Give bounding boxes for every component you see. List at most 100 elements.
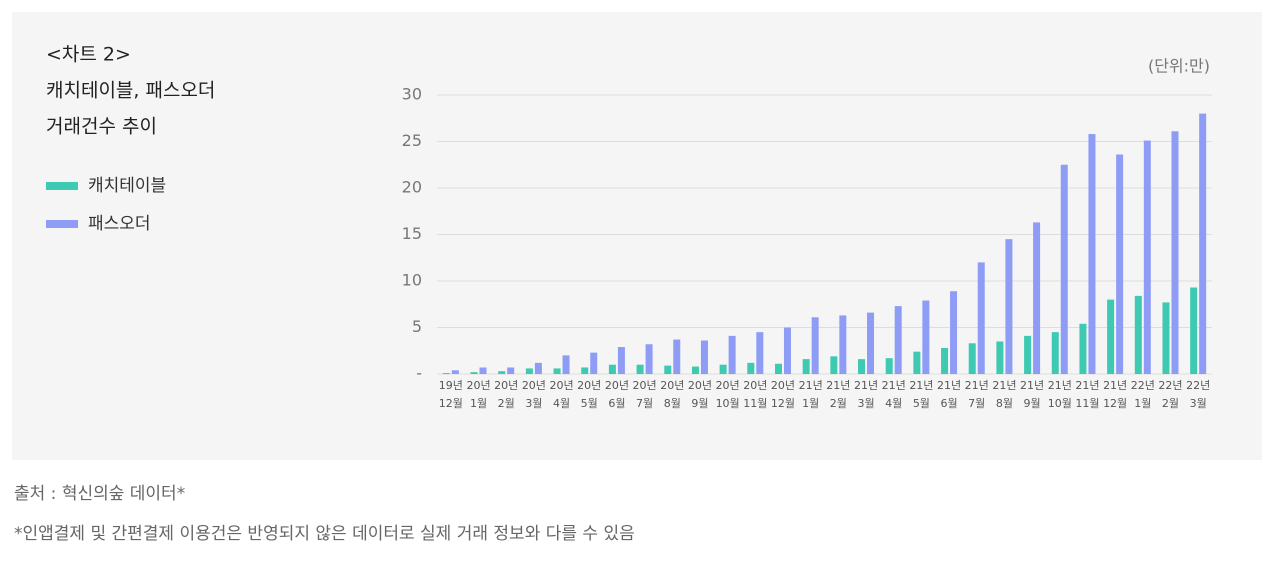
x-tick-label: 21년 [992,379,1016,392]
y-tick-label: 30 [402,85,422,104]
x-tick-label: 2월 [498,397,515,410]
legend-swatch [46,182,78,190]
legend-swatch [46,220,78,228]
panel [12,12,1262,460]
x-tick-label: 21년 [1048,379,1072,392]
x-tick-label: 21년 [882,379,906,392]
x-tick-label: 6월 [608,397,625,410]
x-tick-label: 3월 [857,397,874,410]
x-tick-label: 3월 [1190,397,1207,410]
bar [1079,323,1087,374]
x-tick-label: 7월 [636,397,653,410]
bar [608,364,616,374]
bar [590,352,598,374]
x-tick-label: 1월 [470,397,487,410]
legend-label: 패스오더 [88,214,151,234]
x-tick-label: 20년 [494,379,518,392]
bar [1051,332,1059,374]
y-tick-label: 25 [402,131,422,150]
x-tick-label: 22년 [1186,379,1210,392]
bar [700,340,708,374]
bar [673,339,681,374]
bar [747,362,755,374]
bar [774,363,782,374]
chart-title: 캐치테이블, 패스오더 [46,80,215,102]
chart-title: <차트 2> [46,44,131,66]
bar [858,359,866,374]
x-tick-label: 9월 [1024,397,1041,410]
bar [885,358,893,374]
unit: (단위:만) [1148,57,1210,76]
note: *인앱결제 및 간편결제 이용건은 반영되지 않은 데이터로 실제 거래 정보와… [14,524,635,544]
x-tick-label: 21년 [799,379,823,392]
x-tick-label: 5월 [581,397,598,410]
x-tick-label: 20년 [660,379,684,392]
bar [534,362,542,374]
x-tick-label: 20년 [522,379,546,392]
bar [664,365,672,374]
x-tick-label: 10월 [1048,397,1072,410]
x-tick-label: 2월 [1162,397,1179,410]
bar [922,300,930,374]
bar [1005,239,1013,374]
bar [830,356,838,374]
bar [691,366,699,374]
x-tick-label: 12월 [1103,397,1127,410]
x-tick-label: 20년 [549,379,573,392]
x-tick-label: 21년 [1020,379,1044,392]
x-tick-label: 3월 [525,397,542,410]
bar [950,291,958,374]
bar [498,371,506,374]
bar [811,317,819,374]
bar [941,347,949,374]
x-tick-label: 6월 [940,397,957,410]
bar [1162,302,1170,374]
chart-title: 거래건수 추이 [46,116,157,138]
x-tick-label: 7월 [968,397,985,410]
bar [783,327,791,374]
x-tick-label: 21년 [854,379,878,392]
x-tick-label: 21년 [965,379,989,392]
bar [756,332,764,374]
bar [479,367,487,374]
x-tick-label: 1월 [802,397,819,410]
y-tick-label: 10 [402,271,422,290]
bar [977,262,985,374]
bar [636,364,644,374]
x-tick-label: 20년 [466,379,490,392]
bar [507,367,515,374]
bar [1143,140,1151,374]
legend-label: 캐치테이블 [88,176,166,196]
bar [867,312,875,374]
bar [894,306,902,374]
bar [1024,335,1032,374]
bar [1134,295,1142,374]
bar [470,372,478,374]
bar [719,364,727,374]
x-tick-label: 8월 [664,397,681,410]
x-tick-label: 1월 [1134,397,1151,410]
x-tick-label: 4월 [885,397,902,410]
x-tick-label: 8월 [996,397,1013,410]
x-tick-label: 11월 [743,397,767,410]
bar [617,347,625,374]
bar [913,351,921,374]
bar [1190,287,1198,374]
x-tick-label: 9월 [691,397,708,410]
x-tick-label: 2월 [830,397,847,410]
x-tick-label: 21년 [937,379,961,392]
x-tick-label: 22년 [1131,379,1155,392]
y-tick-label: - [416,364,422,383]
bar [525,368,533,374]
x-tick-label: 20년 [605,379,629,392]
x-tick-label: 21년 [1075,379,1099,392]
bar [1033,222,1041,374]
x-tick-label: 21년 [1103,379,1127,392]
x-tick-label: 21년 [826,379,850,392]
y-tick-label: 20 [402,178,422,197]
x-tick-label: 20년 [633,379,657,392]
bar [553,368,561,374]
bar [728,335,736,374]
x-tick-label: 12월 [771,397,795,410]
